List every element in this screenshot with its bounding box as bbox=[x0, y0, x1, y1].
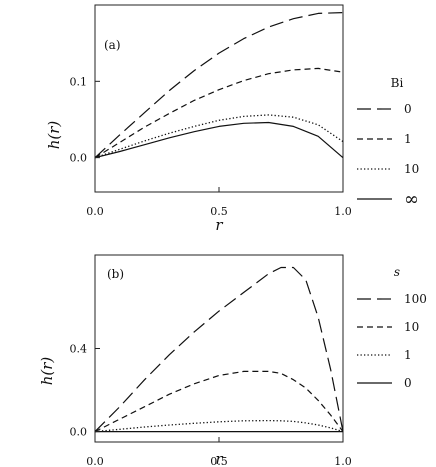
plot-frame bbox=[94, 254, 344, 443]
legend-title: s bbox=[394, 265, 400, 279]
panel-label: (a) bbox=[104, 38, 121, 52]
y-tick-label: 0.0 bbox=[70, 152, 88, 165]
series-layer bbox=[94, 12, 344, 159]
panel-a: (a) 0.0 0.5 1.0 0.0 0.1 r h(r) Bi 0 1 10 ∞ bbox=[45, 4, 419, 234]
tick-layer: 0.0 0.5 1.0 0.0 0.1 bbox=[70, 75, 352, 218]
legend-label-1: 1 bbox=[404, 132, 412, 146]
panel-label: (b) bbox=[107, 267, 124, 281]
y-axis-label: h(r) bbox=[45, 121, 63, 150]
x-axis-label: r bbox=[215, 216, 223, 234]
legend-label-1: 1 bbox=[404, 348, 412, 362]
legend-label-100: 100 bbox=[404, 292, 427, 306]
x-tick-label: 0.0 bbox=[86, 455, 104, 467]
legend-label-0: 0 bbox=[404, 376, 412, 390]
x-tick-label: 1.0 bbox=[334, 205, 352, 218]
plot-frame bbox=[94, 4, 344, 193]
x-tick-label: 0.5 bbox=[210, 455, 228, 467]
x-tick-label: 1.0 bbox=[334, 455, 352, 467]
series-line-10 bbox=[94, 114, 344, 159]
x-tick-label: 0.5 bbox=[210, 205, 228, 218]
series-layer bbox=[94, 266, 344, 433]
series-line-∞ bbox=[94, 121, 344, 159]
series-line-1 bbox=[94, 419, 344, 433]
legend: 0 1 10 ∞ bbox=[357, 102, 419, 210]
y-tick-label: 0.4 bbox=[70, 343, 88, 356]
x-axis-label: r bbox=[215, 450, 223, 467]
legend-label-∞: ∞ bbox=[404, 189, 419, 210]
tick-layer: 0.0 0.5 1.0 0.0 0.4 bbox=[70, 343, 352, 467]
series-line-1 bbox=[94, 67, 344, 159]
y-tick-label: 0.0 bbox=[70, 426, 88, 439]
series-line-0 bbox=[94, 12, 344, 159]
legend-title: Bi bbox=[391, 76, 404, 90]
series-line-100 bbox=[94, 266, 344, 433]
y-axis-label: h(r) bbox=[38, 357, 56, 386]
legend-label-10: 10 bbox=[404, 162, 419, 176]
legend-label-0: 0 bbox=[404, 102, 412, 116]
legend-label-10: 10 bbox=[404, 320, 419, 334]
x-tick-label: 0.0 bbox=[86, 205, 104, 218]
series-line-10 bbox=[94, 370, 344, 433]
y-tick-label: 0.1 bbox=[70, 75, 88, 88]
